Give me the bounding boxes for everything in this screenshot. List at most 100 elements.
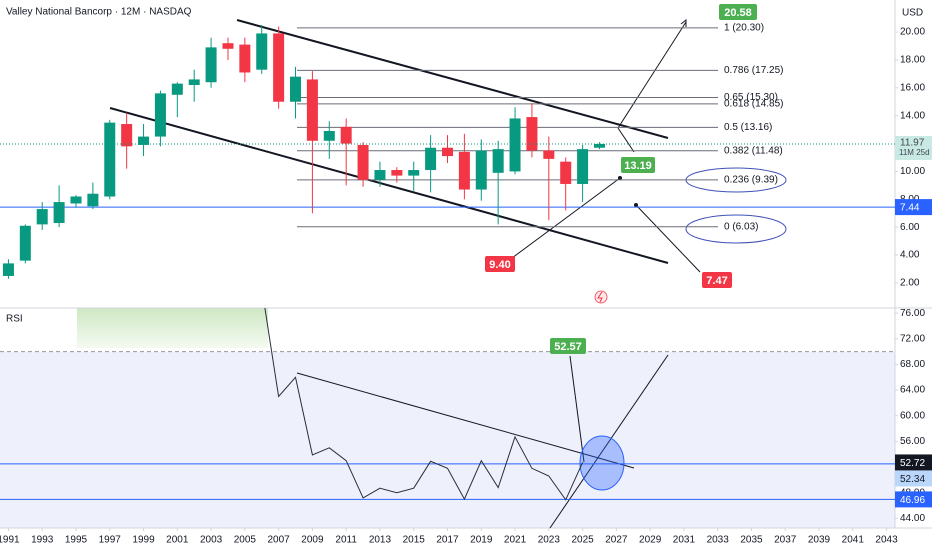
candle-body: [36, 209, 48, 225]
y-tick-label: 60.00: [900, 410, 925, 421]
candle-body: [205, 47, 217, 83]
arrow-line: [617, 21, 687, 129]
candle-body: [138, 136, 150, 145]
candle-body: [543, 150, 555, 159]
x-tick-label: 2043: [875, 535, 898, 546]
candle-body: [306, 79, 318, 141]
x-tick-label: 2041: [842, 535, 865, 546]
x-tick-label: 2035: [740, 535, 763, 546]
fib-label: 0.382 (11.48): [724, 145, 783, 156]
highlight-circle: [579, 435, 625, 491]
candle-body: [53, 202, 65, 223]
x-tick-label: 2029: [639, 535, 662, 546]
rsi-line: [264, 308, 584, 501]
candle-body: [2, 263, 14, 276]
channel-upper: [236, 19, 669, 139]
x-tick-label: 2017: [436, 535, 459, 546]
event-bolt: [597, 291, 603, 303]
badge-label: 7.47: [706, 275, 727, 287]
x-tick-label: 2013: [369, 535, 392, 546]
candle-body: [188, 79, 200, 86]
arrow-line: [569, 355, 585, 463]
candle-body: [408, 170, 420, 176]
x-tick-label: 2007: [268, 535, 291, 546]
x-tick-label: 2025: [571, 535, 594, 546]
candle-body: [340, 126, 352, 144]
badge-label: 13.19: [624, 160, 652, 172]
x-tick-label: 1991: [0, 535, 20, 546]
x-tick-label: 1993: [31, 535, 54, 546]
arrow-line: [617, 127, 635, 153]
x-tick-label: 2039: [808, 535, 831, 546]
rsi-trendline: [296, 372, 635, 469]
y-tick-label: 14.00: [900, 110, 925, 121]
candle-body: [593, 143, 605, 148]
candle-body: [374, 170, 386, 180]
y-tick-label: 44.00: [900, 513, 925, 524]
y-tick-label: 6.00: [900, 222, 920, 233]
arrow-line: [511, 177, 621, 259]
candle-body: [290, 76, 302, 102]
candle-body: [87, 193, 99, 207]
highlight-ellipse: [685, 214, 787, 244]
point: [634, 203, 638, 207]
rsi-title: RSI: [6, 314, 23, 325]
y-tick-label: 10.00: [900, 166, 925, 177]
x-tick-label: 1995: [65, 535, 88, 546]
candle-body: [560, 161, 572, 184]
axis-badge-bg: [895, 199, 932, 216]
axis-badge-label: 46.96: [900, 495, 925, 506]
y-tick-label: 72.00: [900, 333, 925, 344]
x-tick-label: 2033: [707, 535, 730, 546]
axis-badge-bg: [895, 454, 932, 471]
y-tick-label: 18.00: [900, 55, 925, 66]
badge-bg: [485, 256, 515, 272]
fib-label: 0 (6.03): [724, 221, 758, 232]
candle-body: [475, 150, 487, 190]
candle-body: [273, 33, 285, 102]
x-tick-label: 1999: [132, 535, 155, 546]
candle-body: [154, 93, 166, 137]
candle-body: [104, 122, 116, 197]
axis-badge-label: 11.97: [900, 138, 925, 149]
fib-label: 0.236 (9.39): [724, 175, 778, 186]
arrow-line: [635, 204, 701, 273]
candle-body: [19, 225, 31, 261]
candles: [2, 25, 605, 279]
x-tick-label: 2037: [774, 535, 797, 546]
candle-body: [256, 33, 268, 70]
rsi-band: [0, 352, 895, 528]
chart-title: Valley National Bancorp · 12M · NASDAQ: [6, 7, 192, 18]
axis-badge-label: 52.34: [900, 474, 925, 485]
badge-bg: [719, 4, 757, 20]
candle-body: [121, 124, 133, 147]
x-tick-label: 2005: [234, 535, 257, 546]
x-tick-label: 2001: [166, 535, 189, 546]
fib-label: 0.5 (13.16): [724, 122, 772, 133]
candle-body: [323, 131, 335, 141]
axis-badge-bg: [895, 135, 932, 160]
x-tick-label: 2021: [504, 535, 527, 546]
y-tick-label: 2.00: [900, 278, 920, 289]
candle-body: [526, 117, 538, 151]
x-tick-label: 2011: [335, 535, 357, 546]
y-tick-label: 16.00: [900, 82, 925, 93]
drawings: [109, 18, 787, 529]
candle-body: [70, 196, 82, 204]
candle-body: [391, 170, 403, 176]
axis-badge-label: 52.72: [900, 458, 925, 469]
x-tick-label: 2019: [470, 535, 493, 546]
candle-body: [442, 147, 453, 157]
badge-label: 52.57: [554, 341, 582, 353]
badge-label: 20.58: [724, 7, 752, 19]
overbought-shade: [77, 308, 268, 348]
axis-badge-bg: [895, 491, 932, 508]
candle-body: [425, 147, 437, 171]
axis-badge-bg: [895, 470, 932, 487]
event-icon[interactable]: [594, 290, 608, 304]
candle-body: [171, 83, 183, 95]
fib-label: 0.65 (15.30): [724, 92, 778, 103]
y-tick-label: 76.00: [900, 308, 925, 319]
fib-label: 1 (20.30): [724, 23, 764, 34]
